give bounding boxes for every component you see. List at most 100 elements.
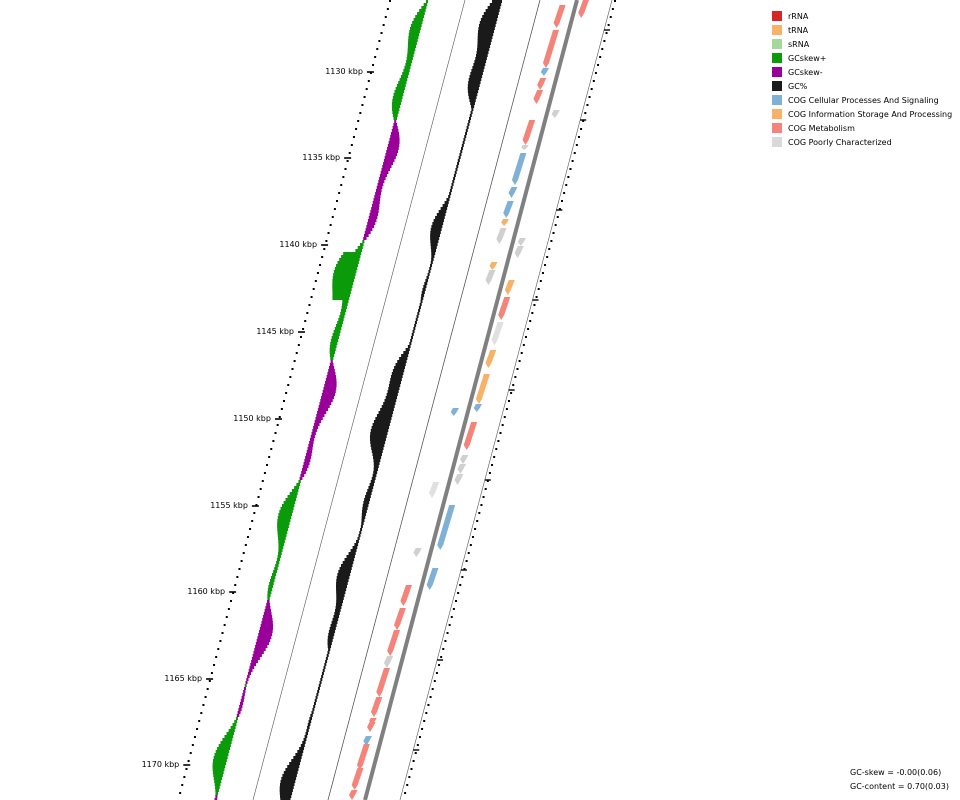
gene-arrow bbox=[370, 697, 383, 717]
gc-content-bar bbox=[311, 711, 314, 714]
gc-content-bar bbox=[424, 282, 428, 285]
gc-content-bar bbox=[468, 96, 477, 99]
outer-tick-dot bbox=[597, 64, 600, 66]
scale-tick-dot bbox=[206, 688, 209, 690]
outer-tick-dot bbox=[429, 696, 432, 698]
gc-content-bar bbox=[371, 447, 384, 450]
outer-tick-dot bbox=[476, 520, 479, 522]
gc-skew-bar bbox=[320, 399, 333, 402]
gc-skew-bar bbox=[404, 66, 411, 69]
scale-tick-dot bbox=[202, 704, 205, 706]
scale-tick-dot bbox=[367, 80, 370, 82]
outer-tick-dot bbox=[433, 680, 436, 682]
scale-tick-dot bbox=[308, 304, 311, 306]
gc-skew-bar bbox=[313, 426, 319, 429]
gc-content-bar bbox=[428, 270, 431, 273]
gc-content-bar bbox=[338, 570, 351, 573]
gc-skew-bar bbox=[291, 489, 299, 492]
gc-content-bar bbox=[315, 696, 318, 699]
gene-arrow bbox=[457, 464, 467, 474]
gc-content-bar bbox=[463, 138, 466, 141]
outer-tick-dot bbox=[537, 288, 540, 290]
outer-tick-ring bbox=[404, 0, 616, 794]
legend-label: COG Metabolism bbox=[788, 123, 855, 133]
gc-skew-bar bbox=[337, 261, 359, 264]
gc-skew-bar bbox=[236, 714, 240, 717]
outer-tick-dot bbox=[404, 792, 407, 794]
gc-skew-bar bbox=[243, 690, 246, 693]
gc-content-bar bbox=[468, 81, 481, 84]
gc-content-bar bbox=[373, 420, 391, 423]
outer-tick-dot bbox=[563, 192, 566, 194]
gc-content-bar bbox=[285, 768, 299, 771]
gc-content-bar bbox=[336, 600, 343, 603]
gc-skew-bar bbox=[255, 645, 268, 648]
outer-tick-dot bbox=[438, 664, 441, 666]
outer-tick-dot bbox=[611, 8, 614, 10]
gc-content-bar bbox=[323, 666, 326, 669]
scale-tick-dot bbox=[185, 768, 188, 770]
gene-arrow bbox=[349, 790, 358, 800]
gc-content-bar bbox=[287, 765, 300, 768]
gc-content-bar bbox=[394, 366, 406, 369]
gc-content-bar bbox=[477, 42, 491, 45]
gene-arrow bbox=[522, 120, 536, 145]
gc-content-bar bbox=[454, 171, 457, 174]
scale-tick-dot bbox=[378, 40, 381, 42]
gc-content-bar bbox=[360, 525, 363, 528]
gc-skew-bar bbox=[289, 492, 298, 495]
gc-content-bar bbox=[476, 51, 489, 54]
gc-content-bar bbox=[478, 30, 495, 33]
gc-content-bar bbox=[369, 435, 387, 438]
gc-skew-bar bbox=[332, 294, 351, 297]
scale-tick-dot bbox=[198, 720, 201, 722]
outer-tick-dot bbox=[535, 296, 538, 298]
gc-content-bar bbox=[458, 156, 461, 159]
gc-content-bar bbox=[467, 87, 479, 90]
outer-tick-dot bbox=[556, 216, 559, 218]
gc-content-bar bbox=[336, 591, 346, 594]
gc-skew-bar bbox=[234, 720, 238, 723]
gc-content-bar bbox=[340, 564, 353, 567]
scale-tick-dot bbox=[259, 488, 262, 490]
gc-skew-bar bbox=[375, 192, 382, 195]
gc-content-bar bbox=[335, 585, 347, 588]
scale-tick-dot bbox=[329, 224, 332, 226]
gc-content-bar bbox=[362, 507, 368, 510]
scale-tick-dot bbox=[348, 152, 351, 154]
scale-tick-dot bbox=[183, 776, 186, 778]
gc-skew-bar bbox=[278, 540, 285, 543]
gc-content-bar bbox=[431, 252, 436, 255]
legend-item: rRNA bbox=[772, 9, 952, 23]
scale-tick-dot bbox=[359, 112, 362, 114]
gc-content-bar bbox=[370, 429, 389, 432]
gene-arrow bbox=[485, 350, 497, 368]
gc-skew-bar bbox=[314, 420, 322, 423]
gc-content-bar bbox=[390, 375, 403, 378]
gc-content-bar bbox=[459, 153, 462, 156]
gc-content-bar bbox=[336, 576, 350, 579]
gc-content-bar bbox=[375, 417, 392, 420]
gc-skew-bar bbox=[321, 393, 336, 396]
outer-tick-dot bbox=[416, 744, 419, 746]
gc-content-bar bbox=[366, 492, 372, 495]
gc-content-bar bbox=[430, 234, 440, 237]
gc-content-bar bbox=[435, 216, 445, 219]
gc-content-bar bbox=[473, 63, 486, 66]
gc-content-bar bbox=[279, 792, 293, 795]
gene-arrow bbox=[429, 482, 440, 498]
gc-content-bar bbox=[321, 675, 324, 678]
gc-skew-bar bbox=[332, 291, 351, 294]
gc-content-bar bbox=[302, 741, 306, 744]
track-guide-line bbox=[327, 0, 541, 800]
gc-content-bar bbox=[477, 39, 492, 42]
gc-content-bar bbox=[457, 159, 460, 162]
gc-content-bar bbox=[460, 150, 463, 153]
gc-content-bar bbox=[335, 609, 341, 612]
gc-skew-bar bbox=[324, 384, 337, 387]
gc-content-bar bbox=[420, 300, 423, 303]
gc-skew-bar bbox=[365, 228, 373, 231]
scale-tick-dot bbox=[321, 256, 324, 258]
outer-tick-dot bbox=[440, 656, 443, 658]
legend-label: COG Cellular Processes And Signaling bbox=[788, 95, 939, 105]
